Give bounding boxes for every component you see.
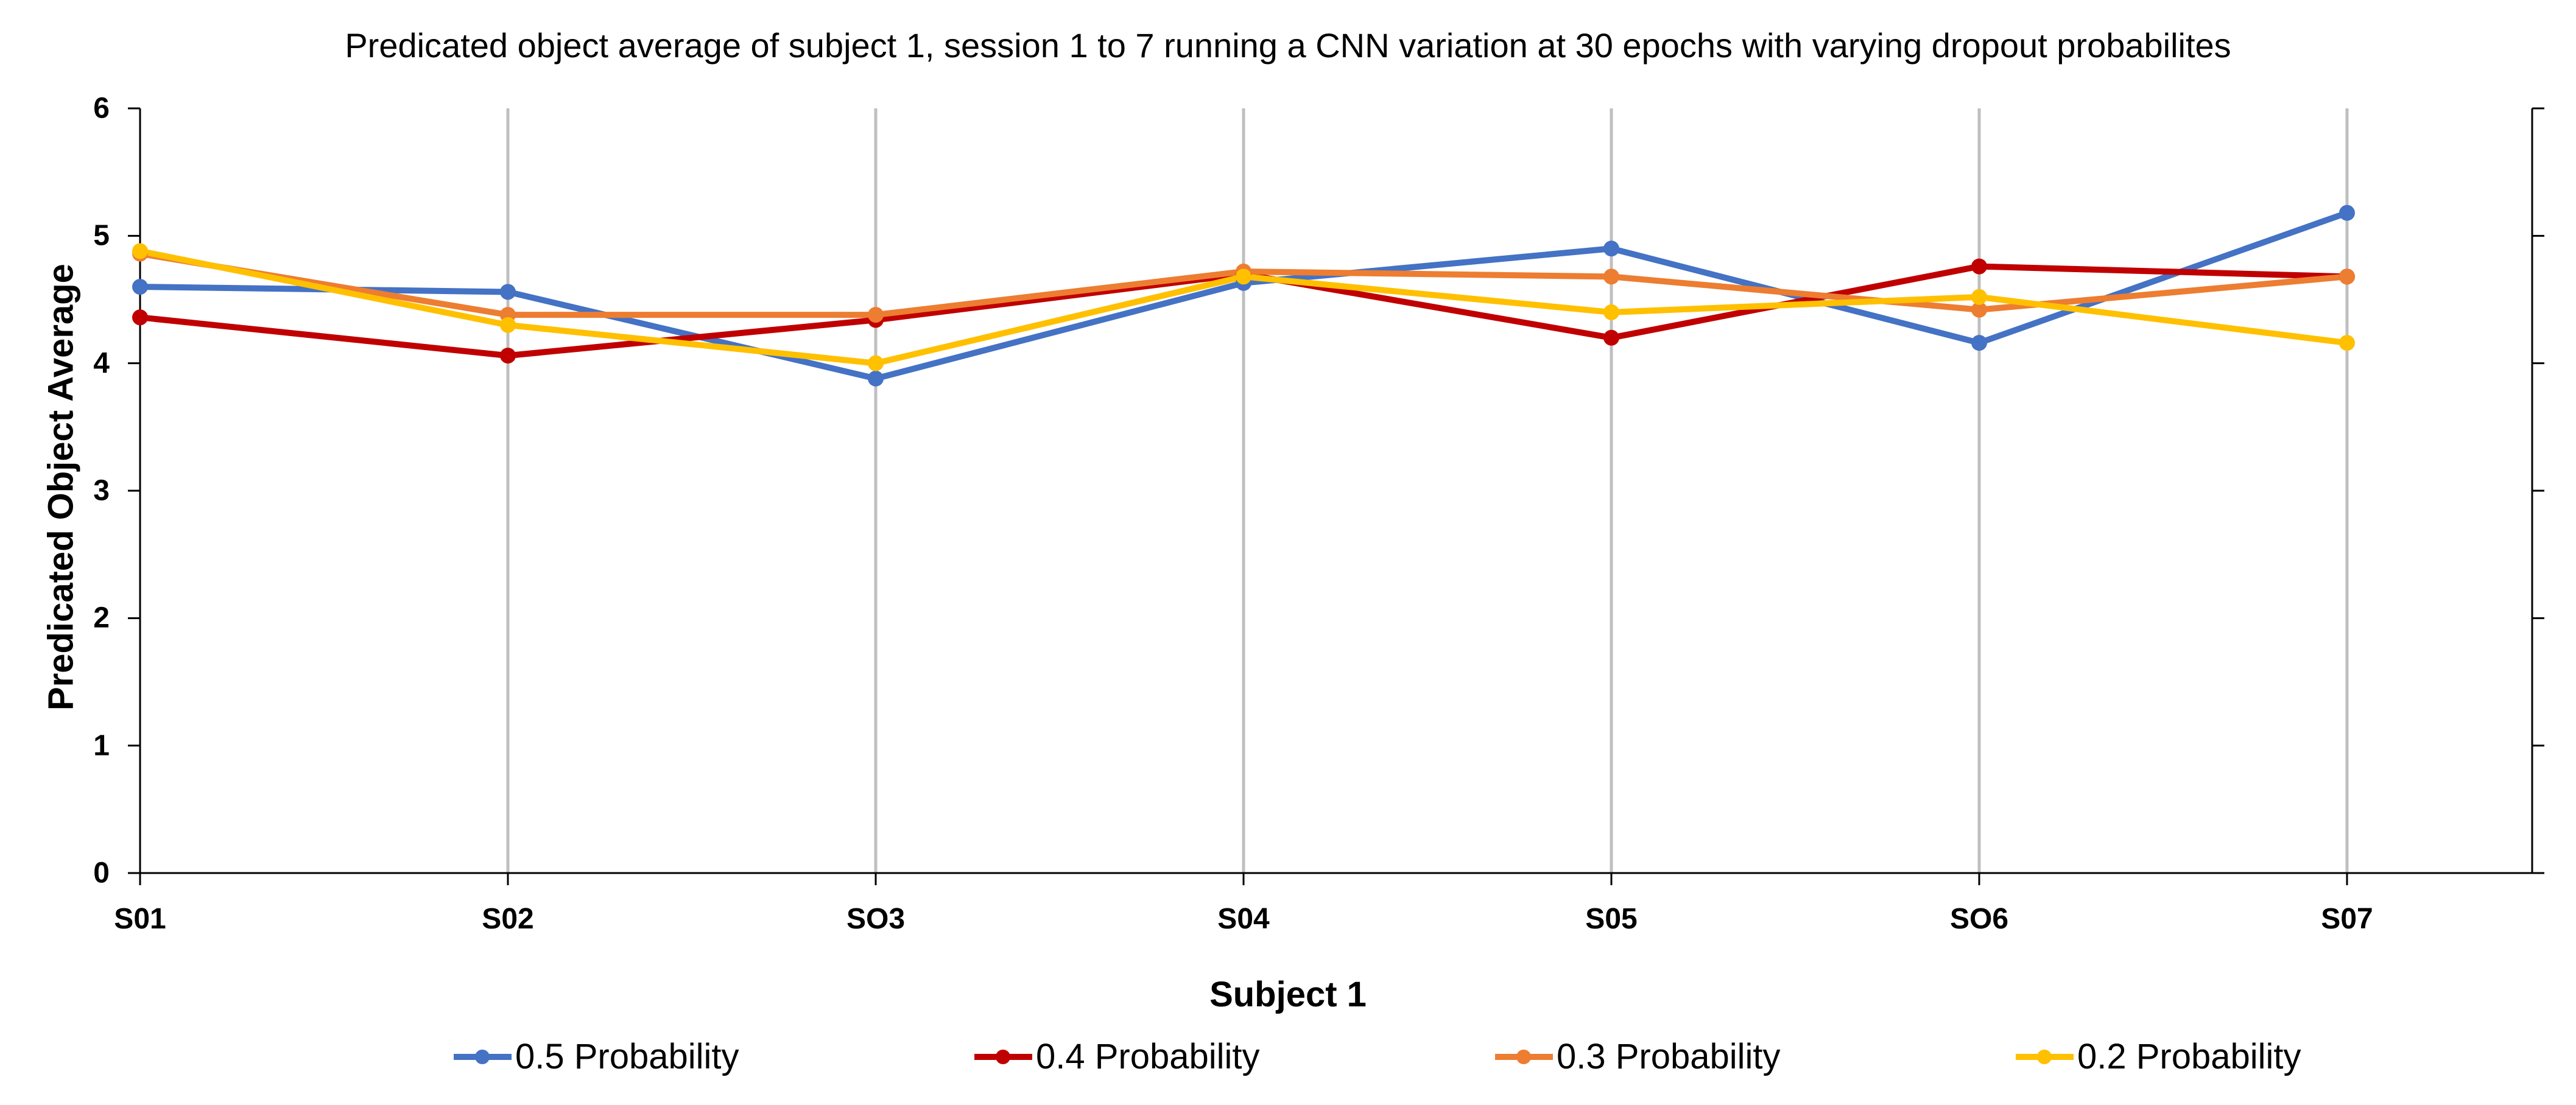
- x-tick-label: S07: [2321, 903, 2373, 935]
- data-point: [1603, 268, 1619, 285]
- y-tick-label: 2: [93, 602, 110, 634]
- data-point: [500, 284, 516, 300]
- data-point: [2339, 268, 2355, 285]
- x-tick-label: S01: [114, 903, 166, 935]
- legend-marker: [996, 1050, 1010, 1064]
- legend-swatch: [1495, 1032, 1553, 1081]
- x-tick-label: SO6: [1949, 903, 2009, 935]
- legend-swatch: [2016, 1032, 2074, 1081]
- legend-item: 0.3 Probability: [1495, 1032, 1781, 1081]
- data-point: [1971, 289, 1987, 305]
- x-tick-label: SO3: [846, 903, 906, 935]
- data-point: [1971, 258, 1987, 275]
- x-tick-label: S04: [1217, 903, 1270, 935]
- y-tick-label: 3: [93, 474, 110, 507]
- x-axis-label: Subject 1: [1209, 975, 1367, 1014]
- data-point: [500, 348, 516, 364]
- x-tick-label: S02: [482, 903, 534, 935]
- data-point: [132, 243, 148, 259]
- data-point: [868, 307, 884, 323]
- legend-label: 0.3 Probability: [1557, 1036, 1781, 1076]
- legend-item: 0.5 Probability: [454, 1032, 739, 1081]
- data-point: [2339, 335, 2355, 351]
- data-point: [868, 370, 884, 387]
- legend-marker: [2037, 1050, 2052, 1064]
- legend-label: 0.4 Probability: [1036, 1036, 1260, 1076]
- y-tick-label: 1: [93, 729, 110, 762]
- data-point: [132, 309, 148, 326]
- legend-swatch: [454, 1032, 512, 1081]
- data-point: [1236, 268, 1251, 285]
- data-point: [1603, 240, 1619, 257]
- legend-marker: [1516, 1050, 1531, 1064]
- legend-marker: [475, 1050, 490, 1064]
- data-point: [1603, 304, 1619, 320]
- y-axis-label: Predicated Object Average: [41, 264, 81, 710]
- data-point: [868, 355, 884, 371]
- legend-item: 0.4 Probability: [974, 1032, 1260, 1081]
- y-tick-label: 5: [93, 219, 110, 252]
- x-tick-label: S05: [1585, 903, 1638, 935]
- data-point: [132, 279, 148, 295]
- chart-title: Predicated object average of subject 1, …: [345, 26, 2231, 65]
- legend-swatch: [974, 1032, 1032, 1081]
- y-tick-label: 0: [93, 857, 110, 889]
- legend: 0.5 Probability 0.4 Probability 0.3 Probab…: [0, 1032, 2576, 1081]
- data-point: [2339, 205, 2355, 221]
- legend-item: 0.2 Probability: [2016, 1032, 2301, 1081]
- y-tick-label: 6: [93, 92, 110, 125]
- data-point: [1603, 329, 1619, 346]
- data-point: [500, 317, 516, 333]
- legend-label: 0.2 Probability: [2077, 1036, 2301, 1076]
- data-point: [1971, 301, 1987, 318]
- legend-label: 0.5 Probability: [515, 1036, 739, 1076]
- data-point: [1971, 335, 1987, 351]
- y-tick-label: 4: [93, 347, 110, 380]
